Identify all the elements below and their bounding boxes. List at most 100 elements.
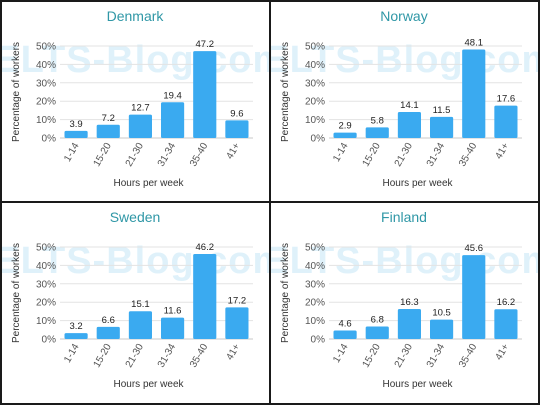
y-tick-label: 50% (305, 243, 325, 254)
chart-title: Finland (381, 209, 427, 225)
data-label: 16.2 (497, 297, 516, 308)
x-tick-label: 41+ (494, 141, 512, 161)
y-tick-label: 20% (36, 298, 56, 309)
data-label: 7.2 (102, 113, 115, 124)
y-tick-label: 0% (42, 134, 57, 145)
bar-35-40 (462, 255, 486, 339)
data-label: 5.8 (371, 115, 384, 126)
x-tick-label: 1-14 (62, 141, 82, 164)
y-axis-label: Percentage of workers (11, 42, 22, 142)
x-tick-label: 35-40 (188, 342, 211, 370)
x-tick-label: 15-20 (92, 342, 115, 370)
y-tick-label: 20% (305, 97, 325, 108)
x-axis-label: Hours per week (382, 379, 453, 390)
data-label: 6.8 (371, 314, 384, 325)
bar-31-34 (430, 319, 454, 339)
y-tick-label: 0% (42, 335, 57, 346)
chart-title: Denmark (107, 8, 165, 24)
y-tick-label: 40% (36, 60, 56, 71)
data-label: 15.1 (131, 299, 150, 310)
bar-1-14 (64, 333, 88, 339)
bar-41+ (225, 307, 249, 339)
bar-41+ (494, 309, 518, 339)
y-tick-label: 10% (305, 115, 325, 126)
chart-panel-denmark: IELTS-Blog.comDenmark0%10%20%30%40%50%Pe… (2, 8, 269, 189)
x-tick-label: 41+ (225, 342, 243, 362)
y-axis-label: Percentage of workers (11, 243, 22, 343)
y-tick-label: 50% (305, 42, 325, 53)
x-tick-label: 31-34 (156, 342, 179, 370)
bar-41+ (494, 105, 518, 138)
data-label: 11.5 (433, 105, 451, 116)
y-tick-label: 50% (36, 243, 56, 254)
bar-21-30 (128, 311, 152, 339)
bar-35-40 (193, 51, 217, 138)
bar-15-20 (96, 124, 120, 138)
x-tick-label: 35-40 (188, 141, 211, 169)
x-tick-label: 1-14 (62, 342, 82, 365)
bar-21-30 (128, 114, 152, 138)
x-tick-label: 1-14 (331, 141, 351, 164)
bar-21-30 (397, 309, 421, 339)
data-label: 4.6 (338, 319, 351, 330)
x-axis-label: Hours per week (113, 379, 184, 390)
x-tick-label: 15-20 (361, 141, 384, 169)
data-label: 48.1 (465, 37, 484, 48)
x-tick-label: 21-30 (124, 342, 147, 370)
data-label: 6.6 (102, 315, 115, 326)
x-tick-label: 31-34 (425, 342, 448, 370)
x-tick-label: 31-34 (425, 141, 448, 169)
chart-panel-sweden: IELTS-Blog.comSweden0%10%20%30%40%50%Per… (2, 209, 269, 390)
bar-35-40 (462, 49, 486, 138)
bar-15-20 (96, 326, 120, 339)
data-label: 3.2 (69, 321, 82, 332)
y-axis-label: Percentage of workers (280, 42, 291, 142)
bar-31-34 (161, 317, 185, 339)
x-tick-label: 35-40 (457, 342, 480, 370)
bar-1-14 (333, 132, 357, 138)
y-tick-label: 20% (305, 298, 325, 309)
data-label: 14.1 (400, 100, 419, 111)
y-tick-label: 30% (305, 279, 325, 290)
data-label: 12.7 (131, 103, 150, 114)
chart-panel-finland: IELTS-Blog.comFinland0%10%20%30%40%50%Pe… (271, 209, 538, 390)
data-label: 17.6 (497, 94, 516, 105)
chart-panel-norway: IELTS-Blog.comNorway0%10%20%30%40%50%Per… (271, 8, 538, 189)
data-label: 19.4 (163, 90, 182, 101)
bar-15-20 (365, 127, 389, 138)
bar-1-14 (64, 130, 88, 138)
y-tick-label: 10% (36, 115, 56, 126)
bar-31-34 (161, 102, 185, 138)
y-tick-label: 40% (305, 261, 325, 272)
data-label: 11.6 (164, 306, 182, 317)
data-label: 16.3 (400, 297, 419, 308)
x-tick-label: 15-20 (361, 342, 384, 370)
y-tick-label: 0% (311, 134, 326, 145)
y-axis-label: Percentage of workers (280, 243, 291, 343)
data-label: 46.2 (196, 242, 215, 253)
x-tick-label: 15-20 (92, 141, 115, 169)
bar-21-30 (397, 112, 421, 138)
y-tick-label: 0% (311, 335, 326, 346)
x-tick-label: 41+ (225, 141, 243, 161)
bar-1-14 (333, 330, 357, 339)
data-label: 9.6 (230, 108, 243, 119)
x-tick-label: 35-40 (457, 141, 480, 169)
x-tick-label: 21-30 (393, 342, 416, 370)
chart-title: Sweden (110, 209, 161, 225)
x-axis-label: Hours per week (382, 178, 453, 189)
y-tick-label: 30% (36, 279, 56, 290)
y-tick-label: 30% (305, 78, 325, 89)
data-label: 45.6 (465, 243, 484, 254)
horizontal-divider (0, 201, 540, 203)
bar-15-20 (365, 326, 389, 339)
y-tick-label: 30% (36, 78, 56, 89)
data-label: 10.5 (432, 308, 451, 319)
y-tick-label: 40% (305, 60, 325, 71)
data-label: 47.2 (196, 39, 215, 50)
bar-35-40 (193, 253, 217, 339)
data-label: 2.9 (338, 121, 351, 132)
y-tick-label: 50% (36, 42, 56, 53)
y-tick-label: 40% (36, 261, 56, 272)
x-axis-label: Hours per week (113, 178, 184, 189)
